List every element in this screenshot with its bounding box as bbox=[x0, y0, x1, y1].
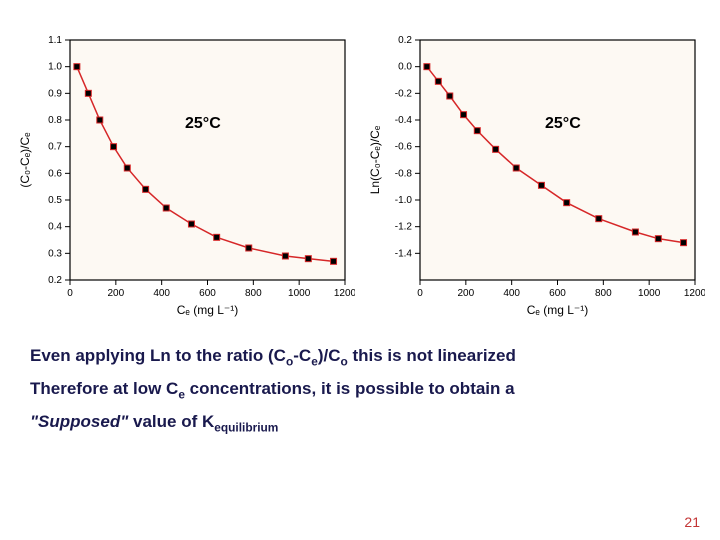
right-temp-label: 25°C bbox=[545, 115, 581, 133]
svg-text:200: 200 bbox=[457, 288, 474, 299]
svg-text:800: 800 bbox=[245, 288, 262, 299]
caption-text: Even applying Ln to the ratio (Co-Ce)/Co… bbox=[0, 330, 720, 449]
svg-text:600: 600 bbox=[199, 288, 216, 299]
caption-line-1: Even applying Ln to the ratio (Co-Ce)/Co… bbox=[30, 340, 690, 373]
svg-text:0.9: 0.9 bbox=[48, 88, 62, 99]
svg-text:0: 0 bbox=[417, 288, 423, 299]
left-chart-panel: 0 200 400 600 800 1000 1200 0.2 0.3 0.4 0.5 0.6 0.7 0… bbox=[15, 20, 355, 320]
svg-text:-1.2: -1.2 bbox=[395, 222, 413, 233]
svg-text:0.6: 0.6 bbox=[48, 168, 62, 179]
svg-text:-0.8: -0.8 bbox=[395, 168, 413, 179]
svg-text:400: 400 bbox=[153, 288, 170, 299]
svg-text:-1.4: -1.4 bbox=[395, 248, 413, 259]
caption-line-3: "Supposed" value of Kequilibrium bbox=[30, 406, 690, 439]
svg-text:0: 0 bbox=[67, 288, 73, 299]
svg-text:1200: 1200 bbox=[684, 288, 705, 299]
svg-text:1200: 1200 bbox=[334, 288, 355, 299]
svg-text:600: 600 bbox=[549, 288, 566, 299]
right-chart-panel: 0 200 400 600 800 1000 1200 -1.4 -1.2 -1.0 -0.8 -0.… bbox=[365, 20, 705, 320]
svg-text:1000: 1000 bbox=[288, 288, 311, 299]
svg-text:0.5: 0.5 bbox=[48, 195, 62, 206]
svg-text:0.2: 0.2 bbox=[48, 275, 62, 286]
svg-text:1000: 1000 bbox=[638, 288, 661, 299]
left-temp-label: 25°C bbox=[185, 115, 221, 133]
svg-text:-0.6: -0.6 bbox=[395, 142, 413, 153]
svg-text:1.1: 1.1 bbox=[48, 35, 62, 46]
svg-text:0.8: 0.8 bbox=[48, 115, 62, 126]
svg-text:800: 800 bbox=[595, 288, 612, 299]
svg-text:-0.2: -0.2 bbox=[395, 88, 413, 99]
svg-text:0.4: 0.4 bbox=[48, 222, 62, 233]
svg-text:0.3: 0.3 bbox=[48, 248, 62, 259]
svg-text:Cₑ (mg L⁻¹): Cₑ (mg L⁻¹) bbox=[527, 303, 588, 317]
svg-text:Cₑ (mg L⁻¹): Cₑ (mg L⁻¹) bbox=[177, 303, 238, 317]
svg-text:400: 400 bbox=[503, 288, 520, 299]
caption-line-2: Therefore at low Ce concentrations, it i… bbox=[30, 373, 690, 406]
svg-text:200: 200 bbox=[107, 288, 124, 299]
page-number: 21 bbox=[684, 514, 700, 530]
svg-text:1.0: 1.0 bbox=[48, 62, 62, 73]
svg-text:(C₀-Cₑ)/Cₑ: (C₀-Cₑ)/Cₑ bbox=[18, 132, 32, 188]
svg-text:-0.4: -0.4 bbox=[395, 115, 413, 126]
svg-text:-1.0: -1.0 bbox=[395, 195, 413, 206]
svg-text:0.2: 0.2 bbox=[398, 35, 412, 46]
svg-text:Ln(C₀-Cₑ)/Cₑ: Ln(C₀-Cₑ)/Cₑ bbox=[368, 125, 382, 194]
svg-text:0.7: 0.7 bbox=[48, 142, 62, 153]
svg-text:0.0: 0.0 bbox=[398, 62, 412, 73]
